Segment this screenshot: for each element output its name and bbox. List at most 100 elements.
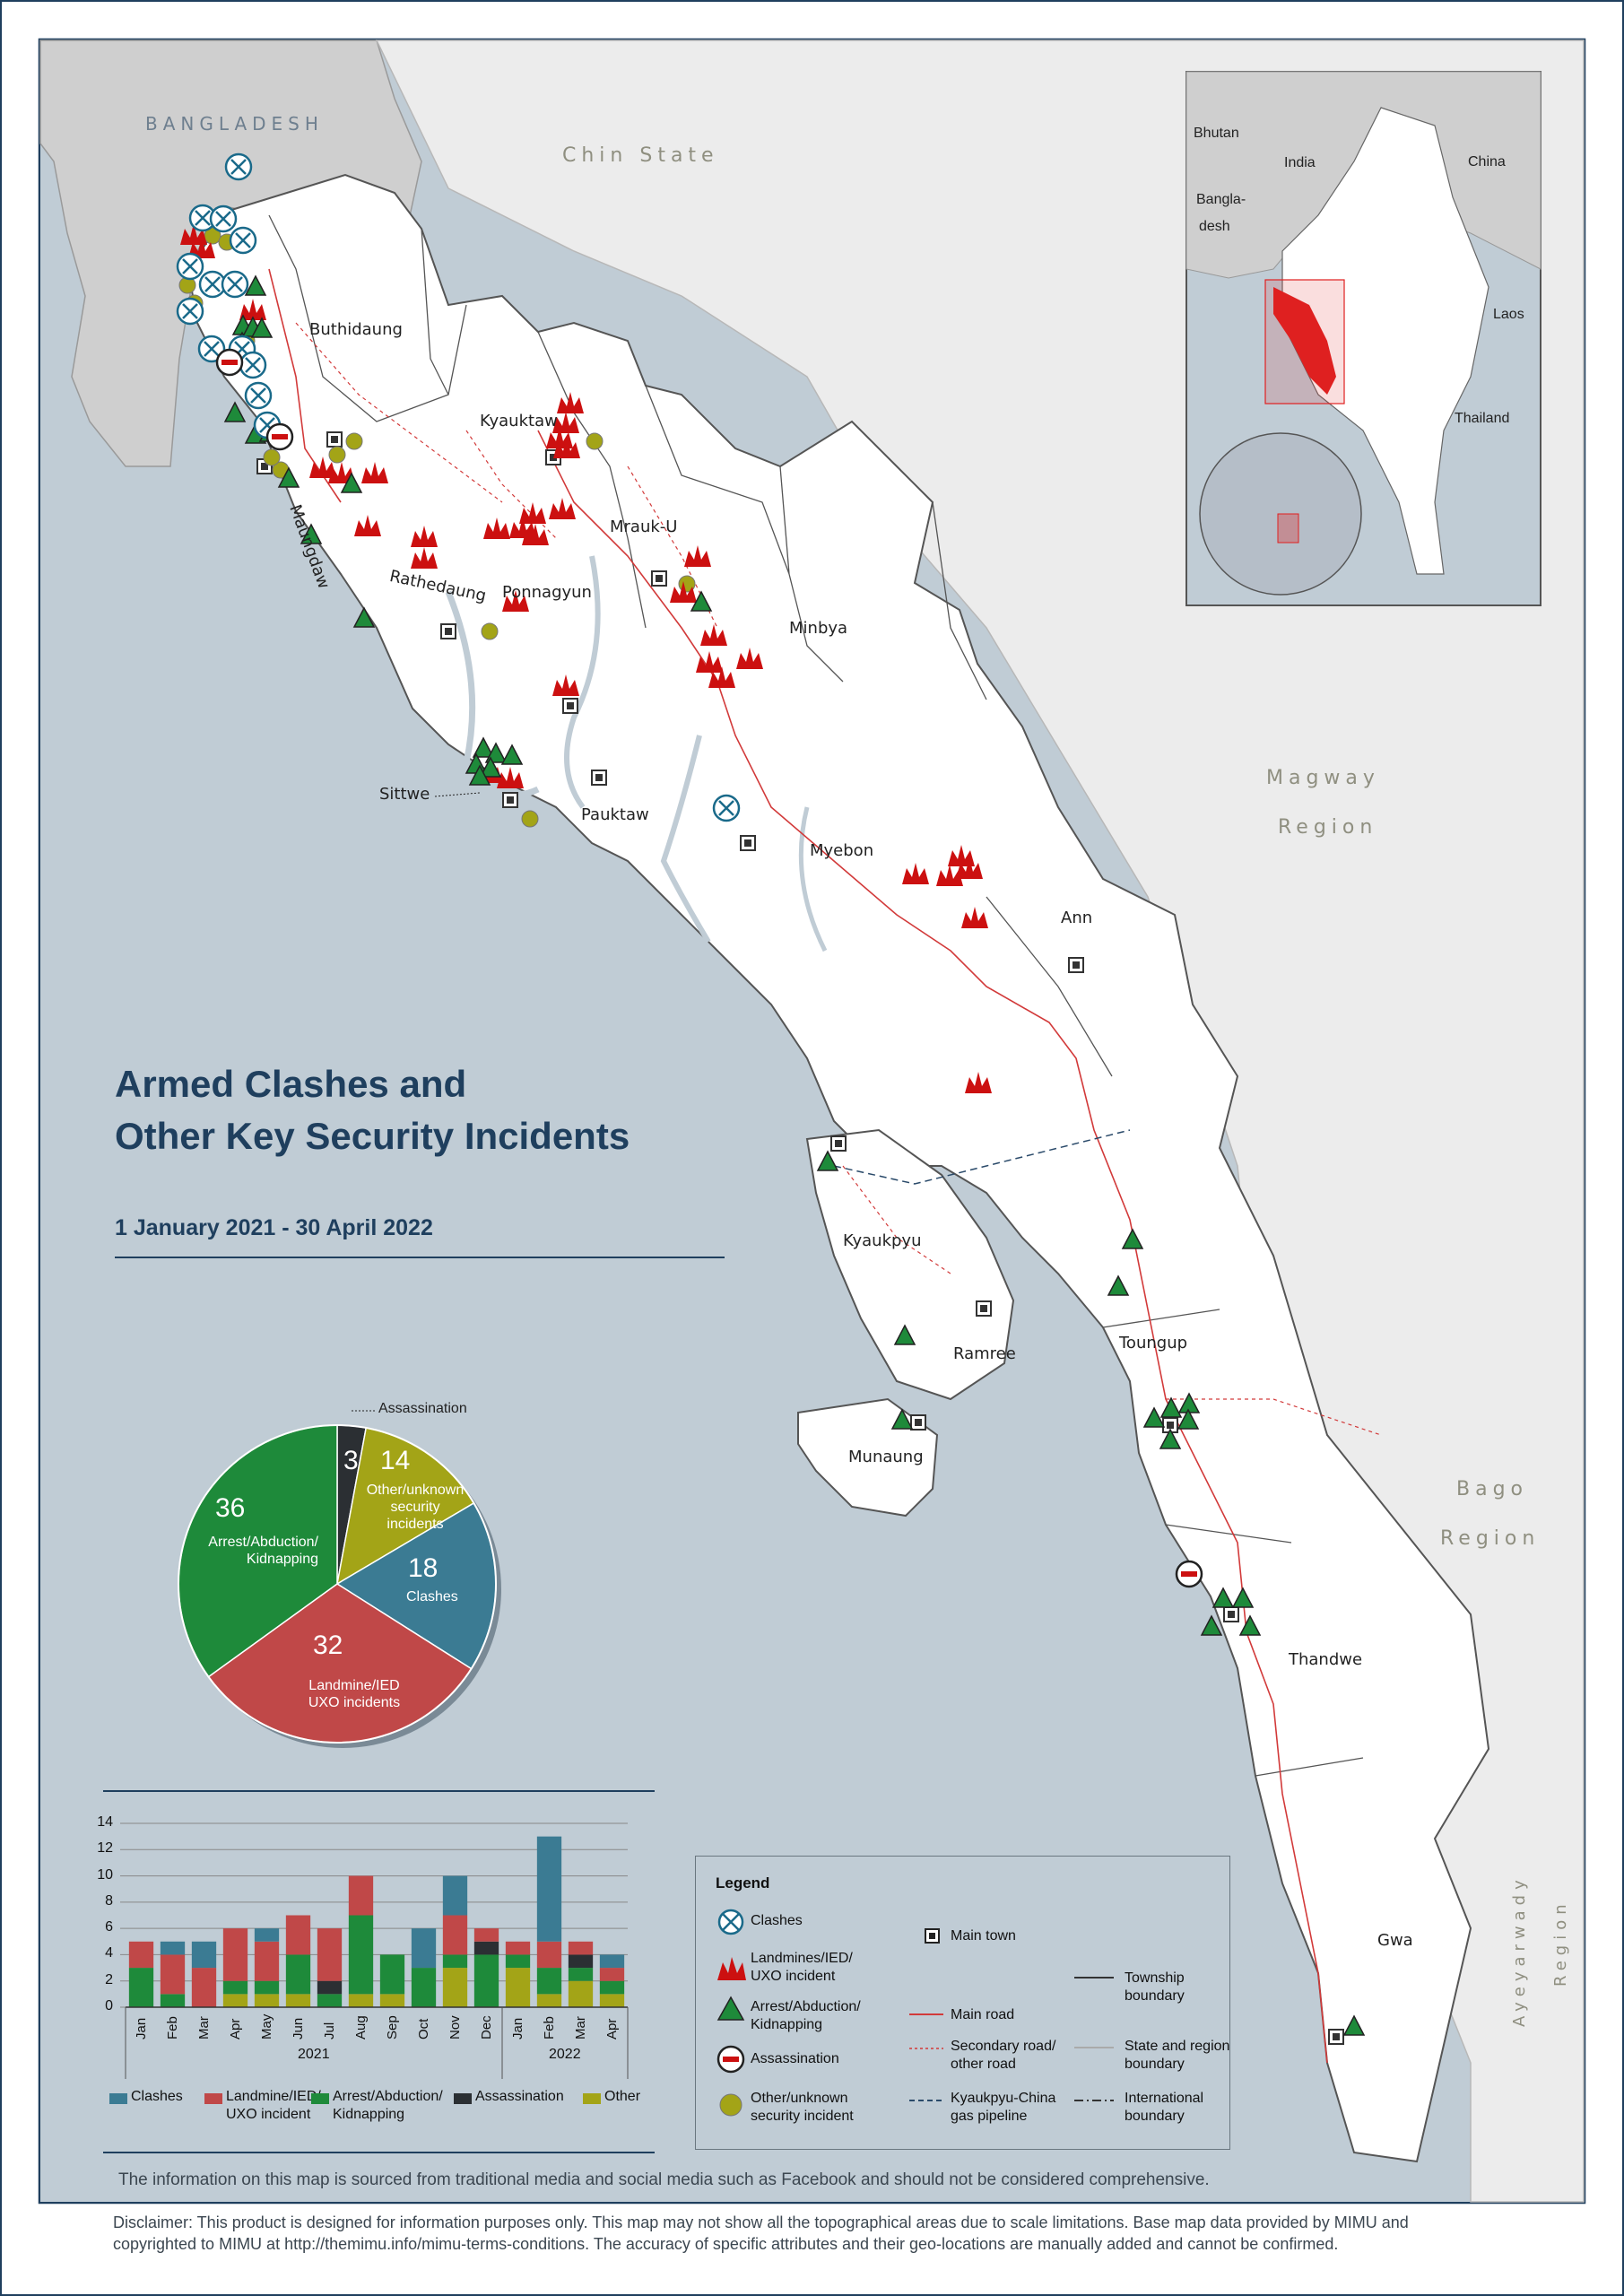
secondary-road (295, 322, 1382, 1436)
x-tick-label: Apr (604, 2018, 620, 2039)
town-dot (744, 839, 751, 847)
inset-myanmar (1281, 107, 1489, 575)
town-dot (1228, 1611, 1235, 1618)
y-tick-label: 0 (105, 1998, 113, 2013)
bar-segment (536, 1941, 562, 1969)
landmine-icon (188, 237, 215, 258)
label-myebon: Myebon (810, 841, 874, 860)
label-magway-2: Region (1278, 816, 1378, 839)
bar-segment (222, 1980, 248, 1995)
rakhine-state-land (187, 173, 1490, 2163)
bar-segment (536, 1994, 562, 2007)
arrest-icon (1238, 1614, 1262, 1636)
legend-arrest-line1: Arrest/Abduction/ (751, 1999, 861, 2014)
label-ayeyarwady-1: Ayeyarwady (1510, 1874, 1529, 2027)
pie-num-other: 14 (380, 1446, 411, 1475)
landmine-icon (670, 581, 697, 603)
inset-label-desh: desh (1199, 219, 1230, 234)
bar-segment (317, 1928, 343, 1981)
arrest-icon (890, 1408, 914, 1430)
x-tick-label: May (258, 2013, 274, 2039)
clash-x-icon (235, 232, 251, 248)
landmine-icon (965, 1072, 992, 1093)
x-tick-label: Feb (164, 2016, 180, 2039)
legend-other-line1: Other/unknown (751, 2091, 848, 2106)
legend-state-boundary: State and region boundary (1125, 2038, 1229, 2074)
pie-outline (178, 1424, 497, 1744)
legend-state-line2: boundary (1125, 2057, 1185, 2072)
landmine-icon (696, 651, 723, 673)
ramree-island (805, 1128, 1015, 1401)
bar-segment (379, 1994, 405, 2007)
clash-x-icon (204, 341, 220, 357)
arrest-icon (1107, 1274, 1130, 1296)
arrest-icon (1231, 1587, 1255, 1608)
landmine-icon (411, 526, 438, 547)
bar-segment (599, 1980, 625, 1995)
arrest-icon (1342, 2014, 1366, 2036)
legend-other-line2: security incident (751, 2109, 854, 2124)
inner-border (38, 38, 1586, 2205)
landmine-icon (509, 517, 536, 538)
arrest-icon (277, 466, 300, 488)
bar-legend-label: Clashes (131, 2089, 183, 2104)
landmine-icon (497, 767, 524, 788)
town-dot (980, 1305, 987, 1312)
title-line-2: Other Key Security Incidents (115, 1115, 630, 1157)
y-tick-label: 12 (97, 1840, 113, 1857)
landmine-icon (519, 502, 546, 524)
bar-segment (254, 1928, 280, 1942)
y-tick-label: 10 (97, 1866, 113, 1883)
pie-assassination-callout: Assassination (378, 1401, 467, 1416)
bar-segment (191, 1941, 217, 1969)
pie-landmine-line2: UXO incidents (308, 1695, 401, 1710)
label-bago-2: Region (1440, 1527, 1541, 1550)
landmine-icon (309, 457, 336, 478)
arrest-icon (690, 590, 713, 612)
pie-other-line2: security (390, 1500, 440, 1515)
bar-legend-label: Assassination (475, 2089, 564, 2104)
legend-township-boundary: Township boundary (1125, 1970, 1185, 2005)
bar-segment (160, 1941, 186, 1955)
landmine-icon (557, 392, 584, 413)
other-incident-icon (586, 432, 604, 450)
globe-highlight (1277, 513, 1299, 544)
label-ayeyarwady-2: Region (1551, 1899, 1570, 1987)
x-tick-label: Jul (321, 2022, 337, 2039)
bar-segment (348, 1915, 374, 1995)
legend-township-line2: boundary (1125, 1988, 1185, 2004)
legend-landmine-line2: UXO incident (751, 1969, 836, 1984)
bar-segment (473, 1941, 499, 1955)
label-chin-state: Chin State (562, 144, 719, 167)
town-dot (1167, 1422, 1174, 1429)
other-incident-icon (345, 432, 363, 450)
bar-segment (317, 1994, 343, 2007)
y-tick-label: 8 (105, 1892, 113, 1909)
bar-segment (473, 1928, 499, 1942)
landmine-icon (956, 857, 983, 879)
landmine-icon (684, 545, 711, 567)
arrest-icon (1200, 1614, 1223, 1636)
assassination-bar-icon (1181, 1571, 1197, 1577)
bangladesh-land (39, 39, 422, 467)
bar-chart (120, 1822, 629, 2079)
bar-segment (411, 1928, 437, 1969)
clash-x-icon (195, 210, 211, 226)
clash-x-icon (718, 800, 734, 816)
arrest-icon (340, 472, 363, 493)
source-note: The information on this map is sourced f… (118, 2170, 1210, 2189)
label-sittwe: Sittwe (379, 785, 430, 804)
bar-legend-swatch (583, 2093, 601, 2104)
label-bangladesh: BANGLADESH (145, 113, 324, 135)
bar-segment (568, 1954, 594, 1969)
bar-segment (599, 1994, 625, 2007)
landmine-icon (902, 863, 929, 884)
label-munaung: Munaung (848, 1448, 924, 1466)
arrest-icon (1159, 1396, 1183, 1418)
pie-label-landmine: Landmine/IED UXO incidents (300, 1677, 408, 1711)
x-tick-label: Apr (227, 2018, 243, 2039)
y-tick-label: 2 (105, 1971, 113, 1987)
other-incident-icon (719, 2093, 743, 2117)
legend-title: Legend (716, 1874, 770, 1892)
